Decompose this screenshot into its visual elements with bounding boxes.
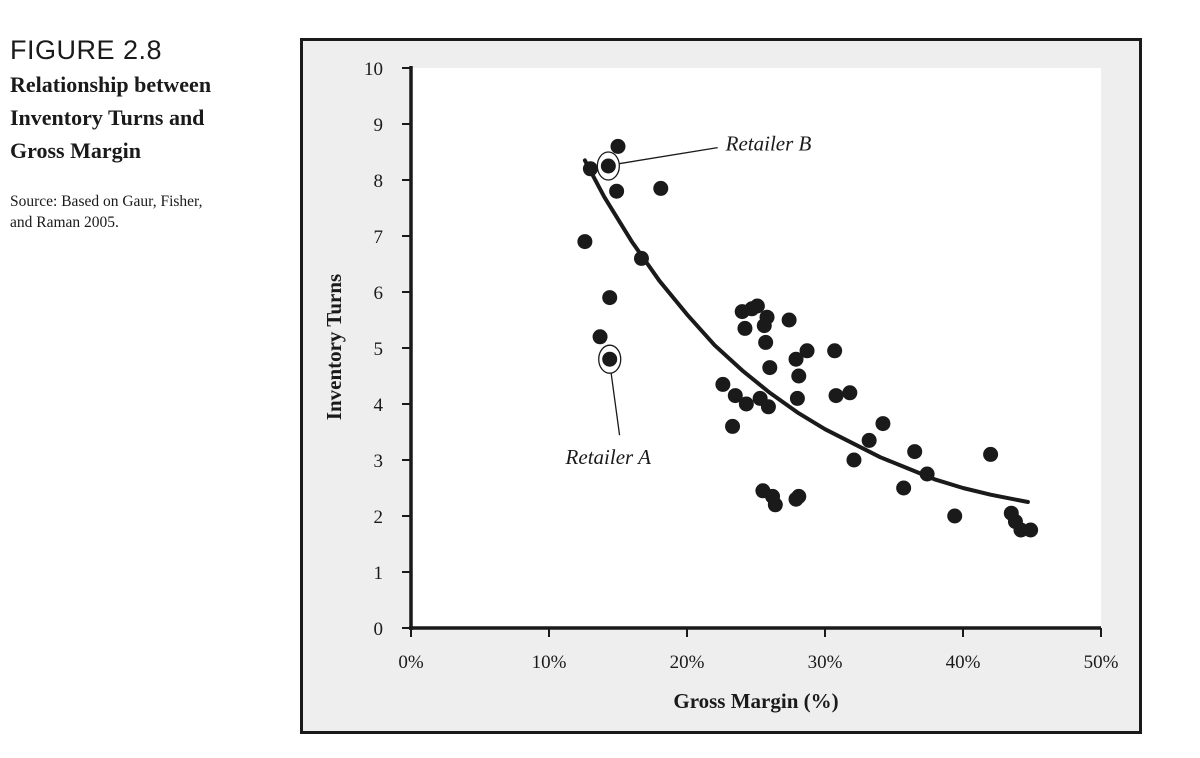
annotation-label: Retailer B bbox=[725, 132, 812, 156]
scatter-point bbox=[582, 161, 598, 177]
scatter-point bbox=[577, 234, 593, 250]
trend-curve-group bbox=[582, 158, 1030, 504]
x-tick-label: 40% bbox=[946, 652, 981, 673]
y-tick-label: 3 bbox=[374, 451, 384, 472]
scatter-point bbox=[875, 416, 891, 432]
y-tick-label: 5 bbox=[374, 339, 384, 360]
y-tick-label: 1 bbox=[374, 563, 384, 584]
scatter-point bbox=[896, 480, 912, 496]
chart-frame: 0 1 2 3 4 5 6 7 8 9 10 0% 10% 20% 30% 40% 50% Retailer B… bbox=[300, 38, 1142, 734]
scatter-point bbox=[610, 138, 626, 154]
figure-title-line: Inventory Turns and bbox=[10, 105, 205, 130]
scatter-point bbox=[861, 432, 877, 448]
scatter-point bbox=[828, 388, 844, 404]
scatter-point bbox=[609, 183, 625, 199]
scatter-point bbox=[633, 250, 649, 266]
scatter-point bbox=[947, 508, 963, 524]
y-tick-label: 2 bbox=[374, 507, 384, 528]
x-tick-label: 20% bbox=[670, 652, 705, 673]
scatter-point bbox=[759, 309, 775, 325]
scatter-point bbox=[749, 298, 765, 314]
figure-title-line: Relationship between bbox=[10, 72, 212, 97]
scatter-point bbox=[827, 343, 843, 359]
scatter-point bbox=[602, 290, 618, 306]
y-tick-label: 7 bbox=[374, 227, 384, 248]
scatter-point bbox=[907, 444, 923, 460]
y-tick-label: 0 bbox=[374, 619, 384, 640]
y-tick-label: 10 bbox=[364, 59, 383, 80]
y-tick-label: 6 bbox=[374, 283, 384, 304]
scatter-chart: 0 1 2 3 4 5 6 7 8 9 10 0% 10% 20% 30% 40% 50% Retailer B… bbox=[322, 59, 1119, 713]
scatter-point bbox=[737, 320, 753, 336]
scatter-point bbox=[767, 497, 783, 513]
x-axis-title: Gross Margin (%) bbox=[673, 689, 838, 713]
plot-area bbox=[411, 68, 1101, 628]
figure-number: FIGURE 2.8 bbox=[10, 35, 163, 65]
trend-curve bbox=[582, 158, 1030, 504]
figure-source-line: Source: Based on Gaur, Fisher, bbox=[10, 193, 203, 210]
x-tick-label: 10% bbox=[532, 652, 567, 673]
annotation-label: Retailer A bbox=[565, 445, 652, 469]
annotation-circle bbox=[598, 344, 622, 374]
scatter-point bbox=[799, 343, 815, 359]
scatter-point bbox=[758, 334, 774, 350]
y-tick-label: 4 bbox=[374, 395, 384, 416]
data-points bbox=[577, 138, 1039, 538]
scatter-point bbox=[592, 329, 608, 345]
x-tick-label: 0% bbox=[398, 652, 424, 673]
y-axis-title: Inventory Turns bbox=[322, 274, 346, 420]
scatter-point bbox=[781, 312, 797, 328]
annotation-leader bbox=[610, 372, 621, 436]
x-tick-label: 50% bbox=[1084, 652, 1119, 673]
scatter-point bbox=[725, 418, 741, 434]
figure-title: Relationship between Inventory Turns and… bbox=[10, 68, 280, 167]
scatter-point bbox=[600, 158, 616, 174]
scatter-point bbox=[791, 488, 807, 504]
annotations: Retailer B Retailer A bbox=[565, 132, 812, 470]
figure-title-line: Gross Margin bbox=[10, 138, 141, 163]
scatter-point bbox=[789, 390, 805, 406]
figure-source: Source: Based on Gaur, Fisher, and Raman… bbox=[10, 191, 275, 233]
scatter-point bbox=[653, 180, 669, 196]
scatter-point bbox=[842, 385, 858, 401]
x-tick-label: 30% bbox=[808, 652, 843, 673]
scatter-point bbox=[983, 446, 999, 462]
annotation-leader bbox=[619, 146, 718, 165]
y-tick-label: 8 bbox=[374, 171, 384, 192]
figure-caption: FIGURE 2.8 Relationship between Inventor… bbox=[10, 34, 280, 233]
figure-source-line: and Raman 2005. bbox=[10, 214, 119, 231]
y-tick-label: 9 bbox=[374, 115, 384, 136]
scatter-point bbox=[919, 466, 935, 482]
scatter-point bbox=[1023, 522, 1039, 538]
scatter-point bbox=[791, 368, 807, 384]
scatter-point bbox=[738, 396, 754, 412]
axes: 0 1 2 3 4 5 6 7 8 9 10 0% 10% 20% 30% 40% 50% bbox=[364, 59, 1119, 673]
scatter-point bbox=[846, 452, 862, 468]
scatter-point bbox=[602, 351, 618, 367]
scatter-point bbox=[788, 351, 804, 367]
scatter-point bbox=[762, 360, 778, 376]
scatter-point bbox=[715, 376, 731, 392]
annotation-circle bbox=[596, 151, 620, 181]
scatter-point bbox=[727, 388, 743, 404]
scatter-point bbox=[760, 399, 776, 415]
